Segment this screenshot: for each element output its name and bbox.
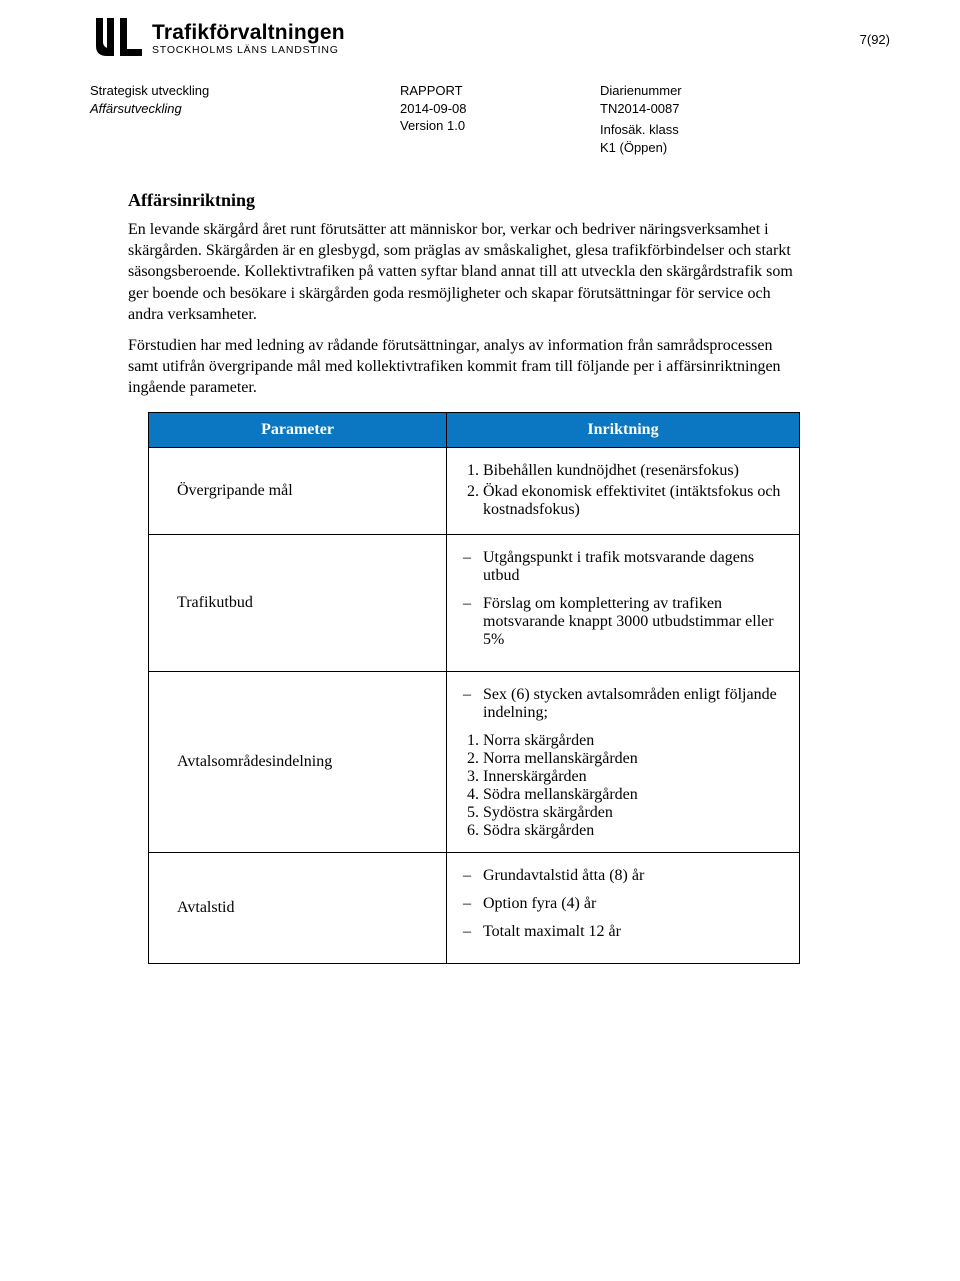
- param-cell: Trafikutbud: [149, 535, 447, 672]
- meta-date: 2014-09-08: [400, 100, 600, 118]
- list-item: Sex (6) stycken avtalsområden enligt föl…: [483, 686, 785, 722]
- table-row: Avtalsområdesindelning Sex (6) stycken a…: [149, 672, 800, 853]
- meta-doc-type: RAPPORT: [400, 82, 600, 100]
- table-row: Övergripande mål Bibehållen kundnöjdhet …: [149, 448, 800, 535]
- logo: Trafikförvaltningen STOCKHOLMS LÄNS LAND…: [90, 18, 345, 60]
- table-header-parameter: Parameter: [149, 413, 447, 448]
- param-cell: Övergripande mål: [149, 448, 447, 535]
- list-item: Södra mellanskärgården: [483, 786, 785, 804]
- list-item: Södra skärgården: [483, 822, 785, 840]
- value-cell: Sex (6) stycken avtalsområden enligt föl…: [447, 672, 800, 853]
- content: Affärsinriktning En levande skärgård åre…: [128, 190, 800, 964]
- value-cell: Grundavtalstid åtta (8) år Option fyra (…: [447, 853, 800, 964]
- list-item: Förslag om komplettering av trafiken mot…: [483, 595, 785, 649]
- list-item: Norra skärgården: [483, 732, 785, 750]
- value-cell: Utgångspunkt i trafik motsvarande dagens…: [447, 535, 800, 672]
- list-item: Norra mellanskärgården: [483, 750, 785, 768]
- param-cell: Avtalsområdesindelning: [149, 672, 447, 853]
- section-title: Affärsinriktning: [128, 190, 800, 211]
- meta-department: Strategisk utveckling: [90, 82, 400, 100]
- logo-title: Trafikförvaltningen: [152, 22, 345, 44]
- logo-subtitle: STOCKHOLMS LÄNS LANDSTING: [152, 45, 345, 56]
- document-meta: Strategisk utveckling Affärsutveckling R…: [90, 82, 890, 156]
- list-item: Totalt maximalt 12 år: [483, 923, 785, 941]
- parameter-table: Parameter Inriktning Övergripande mål Bi…: [148, 412, 800, 964]
- list-item: Ökad ekonomisk effektivitet (intäktsfoku…: [483, 483, 785, 519]
- table-row: Trafikutbud Utgångspunkt i trafik motsva…: [149, 535, 800, 672]
- param-cell: Avtalstid: [149, 853, 447, 964]
- list-item: Option fyra (4) år: [483, 895, 785, 913]
- list-item: Grundavtalstid åtta (8) år: [483, 867, 785, 885]
- header: Trafikförvaltningen STOCKHOLMS LÄNS LAND…: [90, 18, 890, 60]
- list-item: Bibehållen kundnöjdhet (resenärsfokus): [483, 462, 785, 480]
- table-row: Avtalstid Grundavtalstid åtta (8) år Opt…: [149, 853, 800, 964]
- paragraph: Förstudien har med ledning av rådande fö…: [128, 335, 800, 398]
- list-item: Innerskärgården: [483, 768, 785, 786]
- paragraph: En levande skärgård året runt förutsätte…: [128, 219, 800, 325]
- document-page: 7(92) Trafikförvaltningen STOCKHOLMS LÄN…: [0, 0, 960, 1281]
- meta-dnr-label: Diarienummer: [600, 82, 890, 100]
- value-cell: Bibehållen kundnöjdhet (resenärsfokus) Ö…: [447, 448, 800, 535]
- meta-version: Version 1.0: [400, 117, 600, 135]
- meta-dnr-value: TN2014-0087: [600, 100, 890, 118]
- meta-class-label: Infosäk. klass: [600, 121, 890, 139]
- meta-class-value: K1 (Öppen): [600, 139, 890, 157]
- list-item: Sydöstra skärgården: [483, 804, 785, 822]
- table-header-inriktning: Inriktning: [447, 413, 800, 448]
- page-number: 7(92): [860, 32, 890, 47]
- jl-logo-icon: [90, 18, 144, 60]
- list-item: Utgångspunkt i trafik motsvarande dagens…: [483, 549, 785, 585]
- meta-subdepartment: Affärsutveckling: [90, 100, 400, 118]
